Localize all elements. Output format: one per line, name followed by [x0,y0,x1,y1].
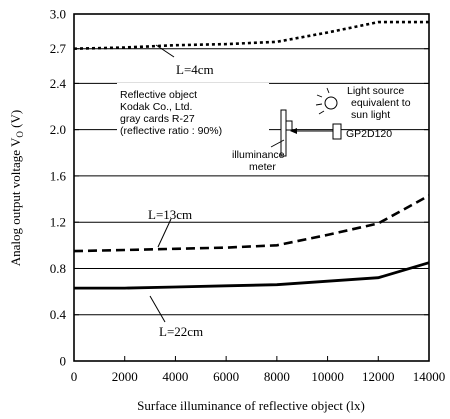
y-axis-label-main: Analog output voltage V [8,137,23,266]
x-tick-label-6: 12000 [362,369,395,384]
light-label-line-1: Light source [347,85,404,97]
light-label-line-3: sun light [351,109,390,121]
x-tick-label-1: 2000 [112,369,138,384]
y-axis-label-subscript: O [15,131,25,138]
y-tick-label-0: 0 [60,354,67,369]
x-tick-label-2: 4000 [162,369,188,384]
inset-text-line-4: (reflective ratio : 90%) [120,125,222,137]
x-tick-label-0: 0 [71,369,78,384]
inset-illustration: Reflective object Kodak Co., Ltd. gray c… [120,85,411,173]
y-axis-ticks: 0 0.4 0.8 1.2 1.6 2.0 2.4 2.7 3.0 [50,7,429,369]
x-axis-label: Surface illuminance of reflective object… [137,398,365,413]
gray-card-shape [280,109,287,157]
series-label-l13: L=13cm [148,207,192,222]
y-tick-label-6: 2.4 [50,76,67,91]
meter-label-line-1: illuminance [232,149,285,161]
light-ray-1 [316,94,323,98]
label-leader-l22 [149,295,166,323]
meter-leader-line [270,139,285,148]
x-tick-label-5: 10000 [311,369,344,384]
meter-label-line-2: meter [249,161,276,173]
series-line-2 [74,261,430,290]
sensor-label: GP2D120 [346,128,392,140]
y-tick-label-8: 3.0 [50,7,66,22]
inset-text-line-2: Kodak Co., Ltd. [120,101,192,113]
plot-frame [73,13,430,362]
series-label-l4: L=4cm [176,62,214,77]
x-tick-label-4: 8000 [264,369,290,384]
y-tick-label-3: 1.2 [50,215,66,230]
sensor-arrowhead [290,128,297,134]
sensor-shape [332,123,342,140]
light-ray-3 [318,110,325,115]
label-leader-l13 [157,218,172,248]
light-ray-2 [315,103,323,106]
light-ray-4 [326,87,330,94]
y-tick-label-1: 0.4 [50,307,67,322]
y-axis-label: Analog output voltage VO (V) [8,110,25,266]
y-axis-label-unit: (V) [8,110,23,131]
label-leader-l4 [155,44,175,58]
x-tick-label-3: 6000 [213,369,239,384]
y-tick-label-4: 1.6 [50,168,67,183]
light-source-icon [324,96,338,110]
y-tick-label-2: 0.8 [50,261,66,276]
inset-text-line-3: gray cards R-27 [120,113,195,125]
light-label-line-2: equivalent to [351,97,411,109]
x-tick-label-7: 14000 [413,369,446,384]
inset-box [117,83,269,160]
y-tick-label-7: 2.7 [50,41,67,56]
inset-text-line-1: Reflective object [120,89,197,101]
x-axis-ticks: 0 2000 4000 6000 8000 10000 12000 14000 [71,356,446,384]
y-tick-label-5: 2.0 [50,122,66,137]
illuminance-meter-shape [285,120,293,131]
series-label-l22: L=22cm [159,324,203,339]
series-line-1 [73,194,430,253]
series-lines [73,20,430,290]
